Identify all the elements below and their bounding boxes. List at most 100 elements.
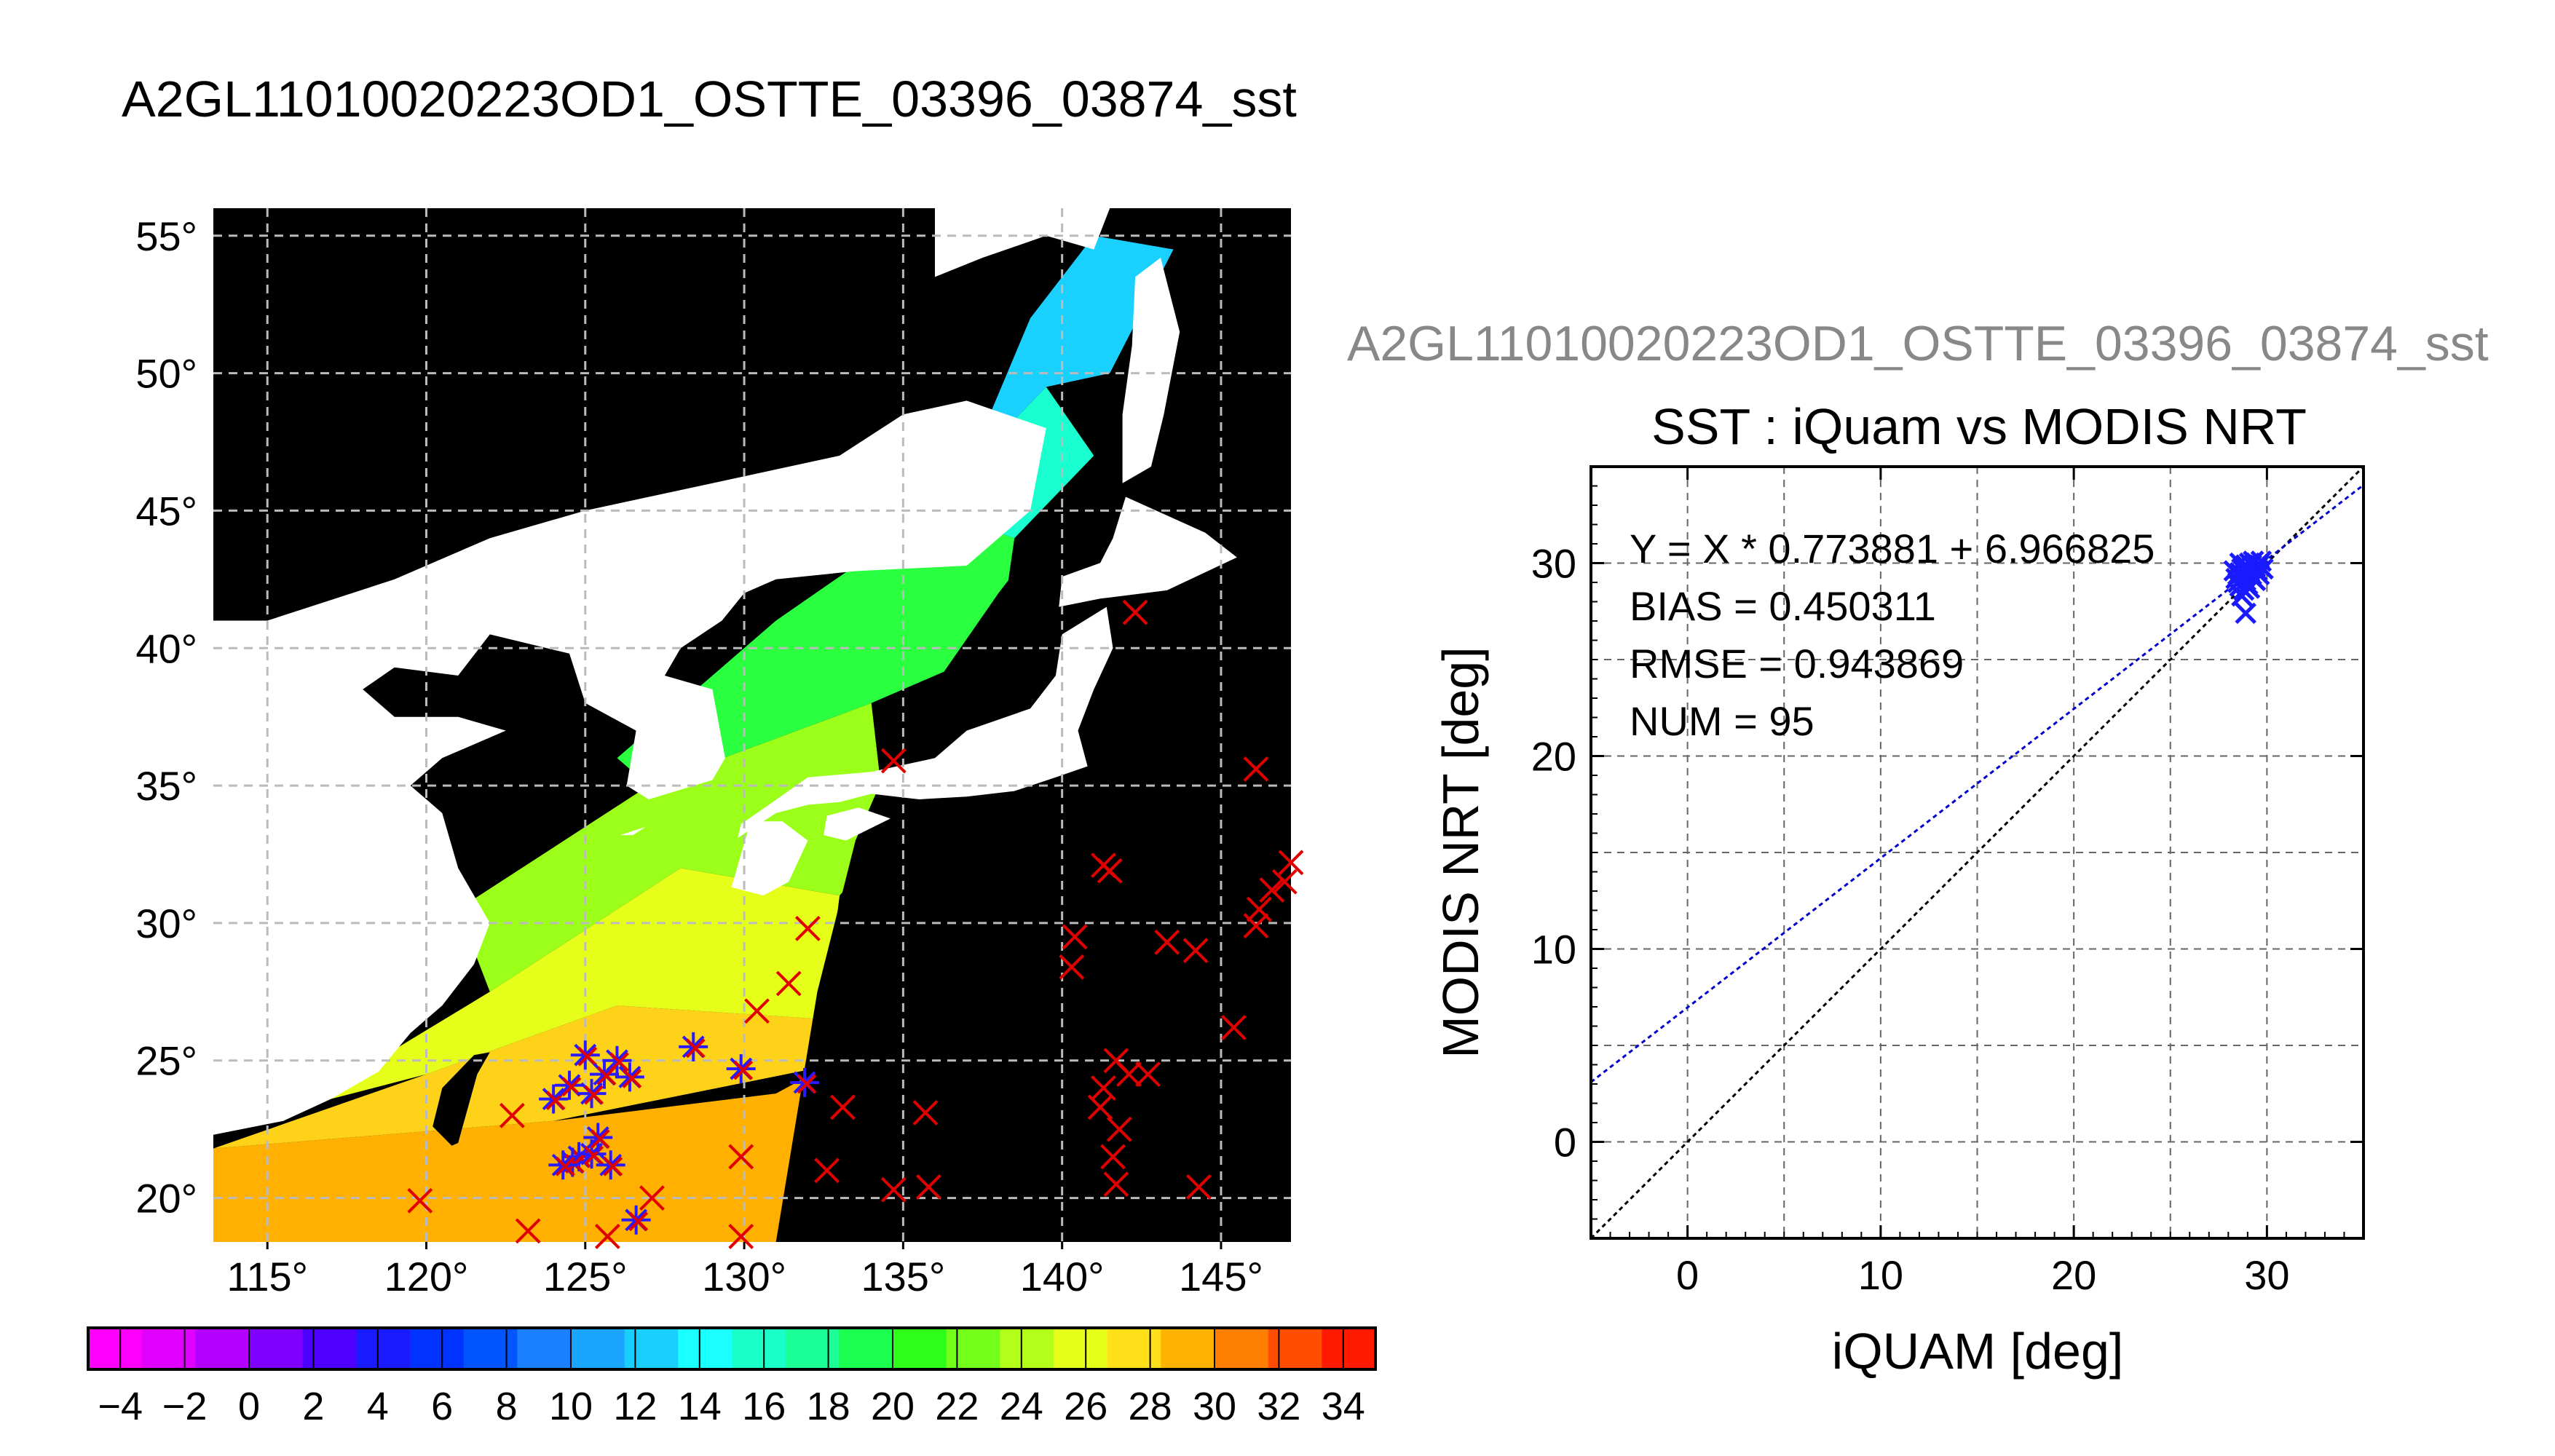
colorbar-swatch [624,1328,679,1369]
scatter-x-tick-label: 30 [2244,1252,2289,1298]
scatter-y-tick-label: 20 [1531,734,1576,780]
scatter-stat-line: Y = X * 0.773881 + 6.966825 [1630,526,2155,571]
map-x-point [1135,1061,1161,1088]
colorbar-swatch [302,1328,357,1369]
scatter-stats: Y = X * 0.773881 + 6.966825 BIAS = 0.4503… [1630,526,2155,744]
scatter-ticks: 0 10 20 30 0 10 20 30 [1531,466,2364,1298]
colorbar-swatch [1215,1328,1269,1369]
land-polygon [620,826,646,836]
colorbar-swatch [1268,1328,1322,1369]
map-x-point [880,748,907,774]
colorbar-tick-label: 18 [807,1385,850,1428]
colorbar-swatch [1054,1328,1108,1369]
map-matched-overlay [584,1145,604,1166]
map-x-point [915,1174,941,1200]
swath-band [213,1005,827,1149]
map-x-point [1122,599,1148,625]
colorbar-swatch [249,1328,304,1369]
map-y-tick-label: 55° [135,213,197,259]
colorbar-tick-label: 28 [1129,1385,1172,1428]
map-x-point [1243,756,1269,782]
colorbar-swatch [732,1328,786,1369]
map-panel: 115° 120° 125° 130° 135° 140° 145° 20° 25° 30° 35°… [135,208,1304,1299]
map-points [407,599,1304,1249]
scatter-y-tick-label: 10 [1531,927,1576,973]
map-x-point [639,1185,665,1211]
map-x-point [880,1176,907,1203]
scatter-title: SST : iQuam vs MODIS NRT [1651,398,2307,455]
map-x-tick-label: 125° [543,1254,628,1299]
map-tick-labels: 115° 120° 125° 130° 135° 140° 145° 20° 25° 30° 35°… [135,213,1263,1299]
map-x-point [407,1187,433,1214]
map-x-tick-label: 130° [702,1254,786,1299]
colorbar-tick-label: 14 [678,1385,722,1428]
map-matched-overlay [555,1156,575,1176]
map-matched-overlay [603,1156,623,1176]
map-x-point [814,1158,840,1184]
map-matched-overlay [609,1052,629,1072]
map-x-point [794,916,821,941]
swath-west-mask [213,208,1094,1149]
map-matched-overlay [577,1046,598,1067]
map-x-point [1243,913,1269,939]
scatter-stat-line: RMSE = 0.943869 [1630,641,1964,687]
map-x-tick-label: 120° [384,1254,469,1299]
map-matched-overlay [584,1085,604,1105]
scatter-y-label: MODIS NRT [deg] [1432,646,1489,1058]
colorbar-tick-label: −4 [98,1385,143,1428]
colorbar-tick-label: 32 [1257,1385,1300,1428]
map-x-point [1059,954,1085,980]
map-x-tick-label: 135° [861,1254,945,1299]
colorbar-tick-label: 20 [871,1385,915,1428]
map-x-point [1271,869,1298,895]
colorbar-swatch [141,1328,196,1369]
colorbar-swatch [571,1328,625,1369]
map-x-point [594,1224,620,1249]
map-y-tick-label: 25° [135,1038,197,1084]
identity-line [1591,467,2364,1238]
map-y-tick-label: 50° [135,351,197,397]
colorbar-swatch [1107,1328,1161,1369]
colorbar-tick-label: 10 [549,1385,593,1428]
land-polygon [935,208,1110,277]
scatter-x-tick-label: 10 [1858,1252,1903,1298]
main-title: A2GL11010020223OD1_OSTTE_03396_03874_sst [122,71,1297,127]
map-x-point [1115,1061,1142,1088]
swath-band [966,235,1174,470]
colorbar: −4 −2 0 2 4 6 8 10 12 14 16 18 20 22 24 26 28 30 32 34 [87,1326,1377,1428]
scatter-point [2235,602,2256,625]
map-x-point [744,998,770,1024]
land-polygon [1122,258,1180,483]
map-matched-overlay [797,1074,817,1094]
map-x-point [1182,938,1209,964]
scatter-point [2243,550,2264,572]
map-x-point [830,1094,856,1120]
map-x-point [728,1144,754,1170]
land-polygon [731,821,808,896]
colorbar-swatch [517,1328,572,1369]
colorbar-swatch [839,1328,893,1369]
colorbar-swatches [88,1328,1376,1369]
land-mask [213,208,1237,1146]
scatter-point [2248,563,2270,586]
colorbar-swatch [893,1328,947,1369]
map-x-point [912,1100,939,1125]
colorbar-tick-label: 24 [1000,1385,1043,1428]
map-x-point [1062,924,1088,950]
map-x-point [1106,1116,1132,1142]
map-x-point [775,970,802,997]
colorbar-tick-label: 22 [935,1385,979,1428]
taiwan-mask [433,1052,490,1146]
colorbar-tick-label: −2 [162,1385,208,1428]
scatter-point [2232,556,2255,578]
map-x-point [1221,1015,1247,1040]
map-y-tick-label: 20° [135,1176,197,1222]
land-polygon [824,807,891,841]
colorbar-tick-labels: −4 −2 0 2 4 6 8 10 12 14 16 18 20 22 24 26 28 30 32 34 [98,1328,1365,1428]
scatter-points [2223,550,2274,625]
map-x-tick-label: 115° [226,1254,308,1299]
map-grid [213,208,1291,1242]
scatter-point [2238,577,2261,599]
colorbar-swatch [1161,1328,1215,1369]
